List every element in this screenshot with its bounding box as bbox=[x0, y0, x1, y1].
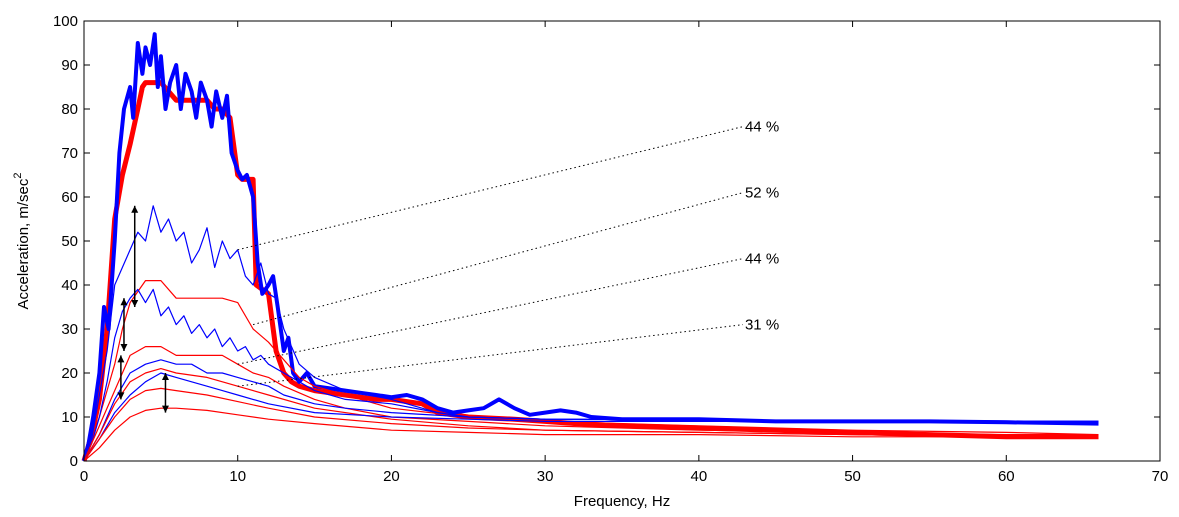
x-tick-label: 10 bbox=[229, 468, 246, 485]
annotation-labels: 44 % 52 % 44 % 31 % bbox=[745, 119, 779, 334]
annotation-label: 44 % bbox=[745, 119, 779, 136]
difference-arrow bbox=[161, 373, 169, 413]
series-line-8 bbox=[83, 372, 1099, 462]
x-tick-label: 30 bbox=[537, 468, 554, 485]
x-tick-label: 60 bbox=[998, 468, 1015, 485]
y-axis-label: Acceleration, m/sec2 bbox=[12, 172, 32, 309]
y-tick-label: 80 bbox=[61, 101, 78, 118]
annotation-label: 52 % bbox=[745, 185, 779, 202]
difference-arrows bbox=[117, 205, 169, 413]
annotation-leader-line bbox=[237, 258, 744, 365]
y-tick-label: 50 bbox=[61, 233, 78, 250]
y-tick-label: 70 bbox=[61, 145, 78, 162]
series-line-6 bbox=[83, 359, 1099, 462]
x-tick-label: 50 bbox=[844, 468, 861, 485]
plot-area-frame bbox=[83, 20, 1161, 462]
y-tick-label: 40 bbox=[61, 277, 78, 294]
axis-ticks: 0 10 20 30 40 50 60 70 0 10 20 30 40 50 60 70 80 90 100 bbox=[53, 13, 1168, 485]
series-line-10 bbox=[83, 407, 1099, 462]
y-axis-label-superscript: 2 bbox=[12, 172, 24, 178]
annotation-leader-line bbox=[237, 324, 744, 387]
series-line-3 bbox=[83, 205, 1099, 462]
y-tick-label: 20 bbox=[61, 365, 78, 382]
series-line-5 bbox=[83, 346, 1099, 462]
y-axis-label-main: Acceleration, m/sec bbox=[15, 178, 32, 309]
y-tick-label: 100 bbox=[53, 13, 78, 30]
y-tick-label: 30 bbox=[61, 321, 78, 338]
annotation-leaders bbox=[237, 126, 744, 387]
y-tick-label: 0 bbox=[70, 453, 78, 470]
y-tick-label: 60 bbox=[61, 189, 78, 206]
series-layer bbox=[81, 32, 1099, 462]
annotation-leader-line bbox=[237, 126, 744, 251]
annotation-leader-line bbox=[252, 192, 744, 326]
x-tick-label: 70 bbox=[1152, 468, 1169, 485]
series-line-0 bbox=[81, 80, 1099, 462]
difference-arrow bbox=[131, 205, 139, 307]
difference-arrow bbox=[117, 355, 125, 400]
x-tick-label: 20 bbox=[383, 468, 400, 485]
y-tick-label: 90 bbox=[61, 57, 78, 74]
x-axis-label: Frequency, Hz bbox=[574, 493, 670, 510]
y-tick-label: 10 bbox=[61, 409, 78, 426]
series-line-9 bbox=[83, 387, 1099, 462]
annotation-label: 31 % bbox=[745, 317, 779, 334]
annotation-label: 44 % bbox=[745, 251, 779, 268]
difference-arrow bbox=[120, 298, 128, 351]
x-tick-label: 40 bbox=[691, 468, 708, 485]
x-tick-label: 0 bbox=[80, 468, 88, 485]
series-line-1 bbox=[82, 32, 1099, 462]
